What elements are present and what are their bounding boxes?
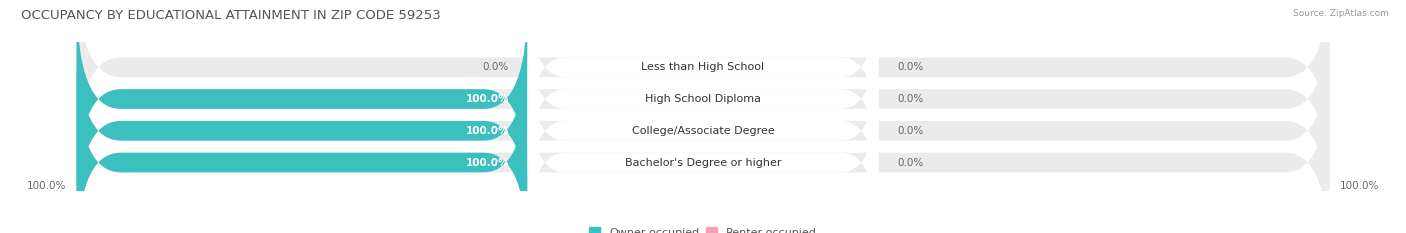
FancyBboxPatch shape bbox=[527, 14, 879, 184]
Text: 0.0%: 0.0% bbox=[897, 126, 924, 136]
Text: 0.0%: 0.0% bbox=[897, 94, 924, 104]
Text: 0.0%: 0.0% bbox=[897, 158, 924, 168]
Text: High School Diploma: High School Diploma bbox=[645, 94, 761, 104]
Text: College/Associate Degree: College/Associate Degree bbox=[631, 126, 775, 136]
Text: Bachelor's Degree or higher: Bachelor's Degree or higher bbox=[624, 158, 782, 168]
FancyBboxPatch shape bbox=[77, 30, 527, 232]
FancyBboxPatch shape bbox=[77, 61, 1329, 233]
Legend: Owner-occupied, Renter-occupied: Owner-occupied, Renter-occupied bbox=[585, 223, 821, 233]
FancyBboxPatch shape bbox=[527, 0, 879, 153]
Text: 100.0%: 100.0% bbox=[465, 126, 509, 136]
FancyBboxPatch shape bbox=[77, 30, 1329, 232]
Text: 100.0%: 100.0% bbox=[1340, 181, 1379, 191]
Text: Source: ZipAtlas.com: Source: ZipAtlas.com bbox=[1294, 9, 1389, 18]
Text: 100.0%: 100.0% bbox=[27, 181, 66, 191]
FancyBboxPatch shape bbox=[77, 0, 1329, 168]
FancyBboxPatch shape bbox=[527, 77, 879, 233]
Text: 0.0%: 0.0% bbox=[482, 62, 509, 72]
FancyBboxPatch shape bbox=[527, 45, 879, 216]
FancyBboxPatch shape bbox=[77, 0, 527, 200]
Text: 100.0%: 100.0% bbox=[465, 94, 509, 104]
Text: 0.0%: 0.0% bbox=[897, 62, 924, 72]
Text: OCCUPANCY BY EDUCATIONAL ATTAINMENT IN ZIP CODE 59253: OCCUPANCY BY EDUCATIONAL ATTAINMENT IN Z… bbox=[21, 9, 441, 22]
FancyBboxPatch shape bbox=[77, 0, 1329, 200]
Text: 100.0%: 100.0% bbox=[465, 158, 509, 168]
Text: Less than High School: Less than High School bbox=[641, 62, 765, 72]
FancyBboxPatch shape bbox=[77, 61, 527, 233]
